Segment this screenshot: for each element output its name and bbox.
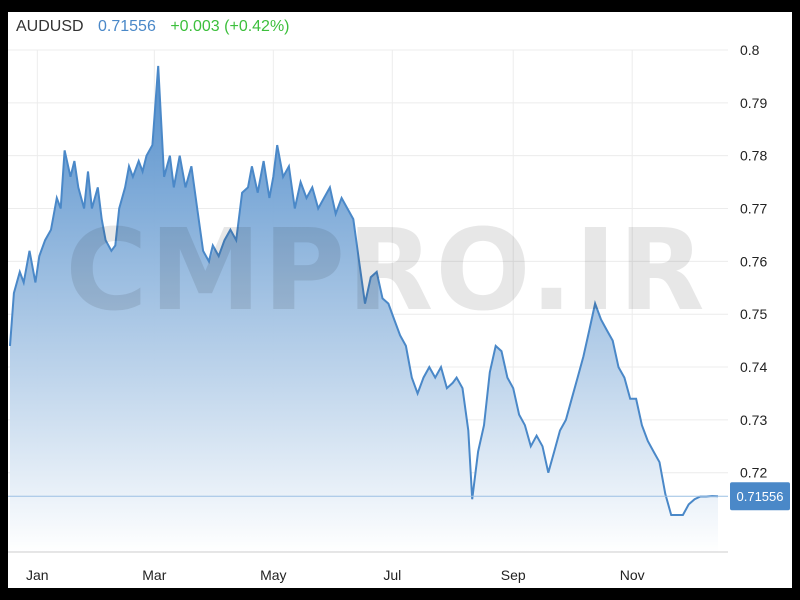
symbol-label: AUDUSD [16, 18, 84, 35]
y-tick-label: 0.73 [740, 412, 767, 428]
x-tick-label: Jul [383, 567, 401, 583]
x-tick-label: Jan [26, 567, 49, 583]
chart-panel: AUDUSD 0.71556 +0.003 (+0.42%) CMPRO.IR … [8, 12, 792, 588]
y-tick-label: 0.78 [740, 148, 767, 164]
x-tick-label: Sep [501, 567, 526, 583]
chart-header: AUDUSD 0.71556 +0.003 (+0.42%) [16, 18, 300, 36]
price-line [9, 65, 719, 516]
x-axis: Jan Mar May Jul Sep Nov [26, 567, 645, 583]
watermark: CMPRO.IR [65, 206, 706, 336]
price-chart[interactable]: CMPRO.IR 0.720.730.740.750.760.770.780.7… [8, 12, 792, 588]
y-tick-label: 0.75 [740, 306, 767, 322]
last-price-badge-bg [730, 482, 790, 511]
last-price-badge-label: 0.71556 [737, 489, 784, 504]
x-tick-label: Nov [620, 567, 645, 583]
y-tick-label: 0.8 [740, 42, 760, 58]
y-tick-label: 0.76 [740, 253, 767, 269]
change-label: +0.003 (+0.42%) [170, 18, 290, 35]
y-tick-label: 0.74 [740, 359, 767, 375]
y-axis: 0.72 0.73 0.74 0.75 0.76 0.77 0.78 0.79 0.8 [740, 42, 767, 481]
price-label: 0.71556 [98, 18, 156, 35]
last-price-badge: 0.71556 [730, 482, 790, 511]
x-tick-label: May [260, 567, 286, 583]
y-tick-label: 0.72 [740, 465, 767, 481]
price-area [10, 65, 718, 553]
y-tick-label: 0.79 [740, 95, 767, 111]
y-tick-label: 0.77 [740, 201, 767, 217]
x-tick-label: Mar [142, 567, 166, 583]
